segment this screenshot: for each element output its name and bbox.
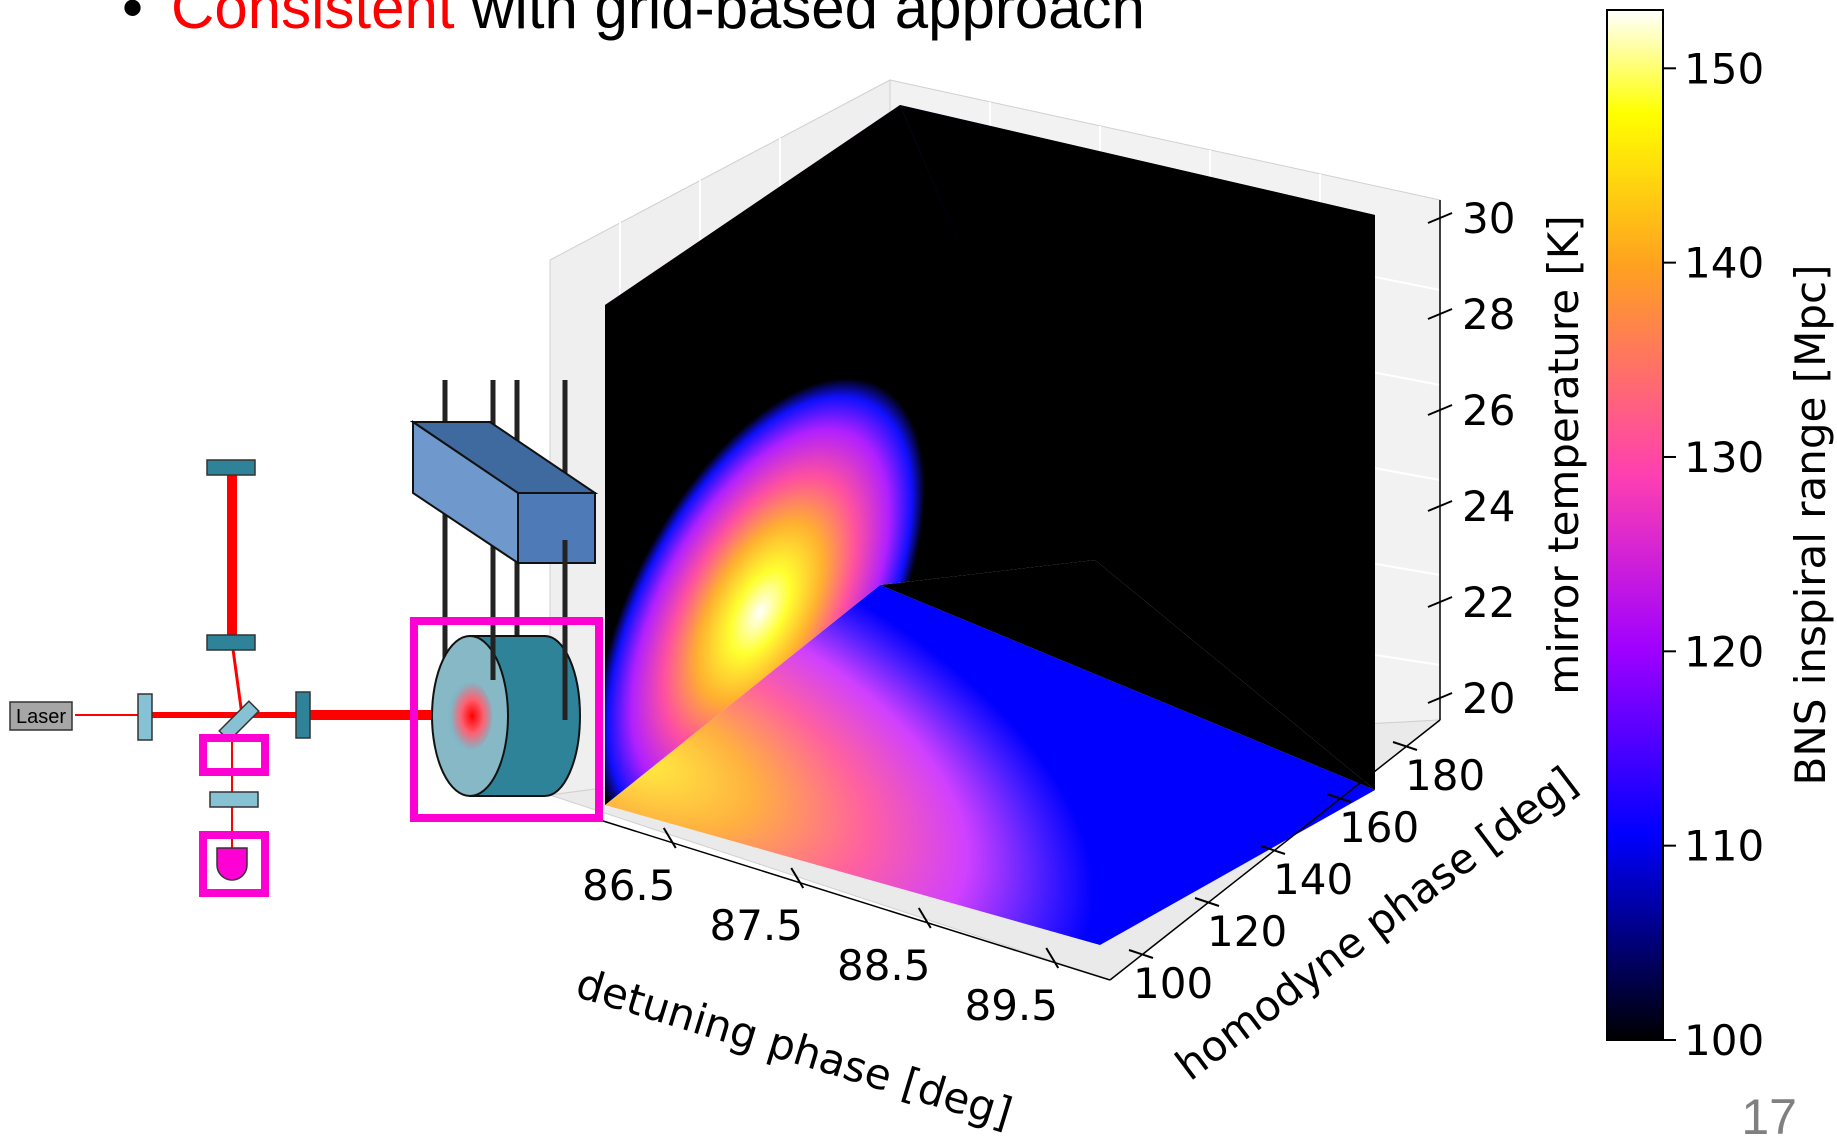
z-tick-mark: [1427, 596, 1453, 608]
suspension-box-icon: [409, 420, 599, 565]
z-tick-mark: [1427, 212, 1453, 224]
bullet-symbol: •: [122, 0, 144, 41]
z-tick-mark: [1427, 500, 1453, 512]
readout-mirror: [209, 791, 259, 808]
y-tick-mark: [1392, 741, 1418, 751]
beam-diagonal: [230, 641, 244, 716]
beam-spot: [448, 682, 492, 750]
colorbar-tick-label: 130: [1684, 433, 1764, 482]
z-tick-mark: [1427, 404, 1453, 416]
x-tick-mark: [662, 827, 677, 849]
end-mirror-top: [206, 459, 256, 476]
y-tick-mark: [1128, 949, 1154, 959]
colorbar-label: BNS inspiral range [Mpc]: [1786, 264, 1835, 785]
z-tick-label: 20: [1462, 674, 1515, 723]
y-tick-label: 140: [1273, 855, 1353, 904]
z-tick-mark: [1427, 308, 1453, 320]
arm-input-mirror: [295, 691, 311, 739]
test-mass-mirror-icon: [431, 635, 581, 797]
z-tick-mark: [1427, 692, 1453, 704]
y-tick-label: 120: [1207, 907, 1287, 956]
left-face-surface: [605, 105, 1095, 805]
colorbar-gradient: [1606, 9, 1664, 1041]
z-tick-label: 24: [1462, 482, 1515, 531]
x-tick-label: 88.5: [837, 941, 931, 990]
input-mirror: [137, 693, 153, 741]
y-tick-label: 180: [1405, 751, 1485, 800]
y-tick-label: 160: [1339, 803, 1419, 852]
readout-highlight-box: [199, 734, 269, 776]
y-tick-label: 100: [1133, 959, 1213, 1008]
bullet-highlight: Consistent: [171, 0, 455, 41]
z-tick-label: 28: [1462, 290, 1515, 339]
colorbar-tick-label: 120: [1684, 627, 1764, 676]
page-number: 17: [1741, 1089, 1797, 1145]
z-tick-label: 22: [1462, 578, 1515, 627]
x-tick-mark: [1045, 947, 1060, 969]
right-face-lower: [880, 560, 1375, 790]
right-face-surface: [900, 105, 1375, 790]
x-tick-mark: [790, 867, 805, 889]
interferometer-diagram: Laser: [9, 380, 603, 897]
x-axis-label: detuning phase [deg]: [571, 959, 1018, 1138]
colorbar-tick-label: 100: [1684, 1016, 1764, 1065]
y-tick-mark: [1260, 845, 1286, 855]
photodetector-highlight-box: [199, 831, 269, 897]
laser-box: [9, 701, 73, 731]
colorbar-tick-label: 150: [1684, 44, 1764, 93]
colorbar-tick-label: 110: [1684, 822, 1764, 871]
bullet-text: • Consistent with grid-based approach: [122, 0, 1145, 38]
z-axis: 20 22 24 26 28 30 mirror temperature [K]: [1427, 194, 1588, 723]
x-tick-mark: [917, 907, 932, 929]
x-tick-label: 87.5: [709, 901, 803, 950]
x-tick-label: 89.5: [964, 981, 1058, 1030]
cube-surfaces: [605, 105, 1375, 945]
colorbar: 100 110 120 130 140 150 BNS inspiral range [M…: [1606, 9, 1835, 1065]
y-tick-mark: [1194, 897, 1220, 907]
laser-label: Laser: [16, 706, 66, 728]
z-tick-label: 30: [1462, 194, 1515, 243]
x-tick-label: 86.5: [582, 861, 676, 910]
bottom-face-surface: [605, 585, 1375, 945]
photodetector-icon: [216, 847, 248, 881]
test-mass-highlight-box: [410, 617, 603, 822]
z-tick-label: 26: [1462, 386, 1515, 435]
colorbar-tick-label: 140: [1684, 239, 1764, 288]
y-tick-mark: [1326, 793, 1352, 803]
z-axis-label: mirror temperature [K]: [1539, 215, 1588, 694]
input-mirror-vertical: [206, 634, 256, 651]
bullet-rest: with grid-based approach: [454, 0, 1145, 41]
